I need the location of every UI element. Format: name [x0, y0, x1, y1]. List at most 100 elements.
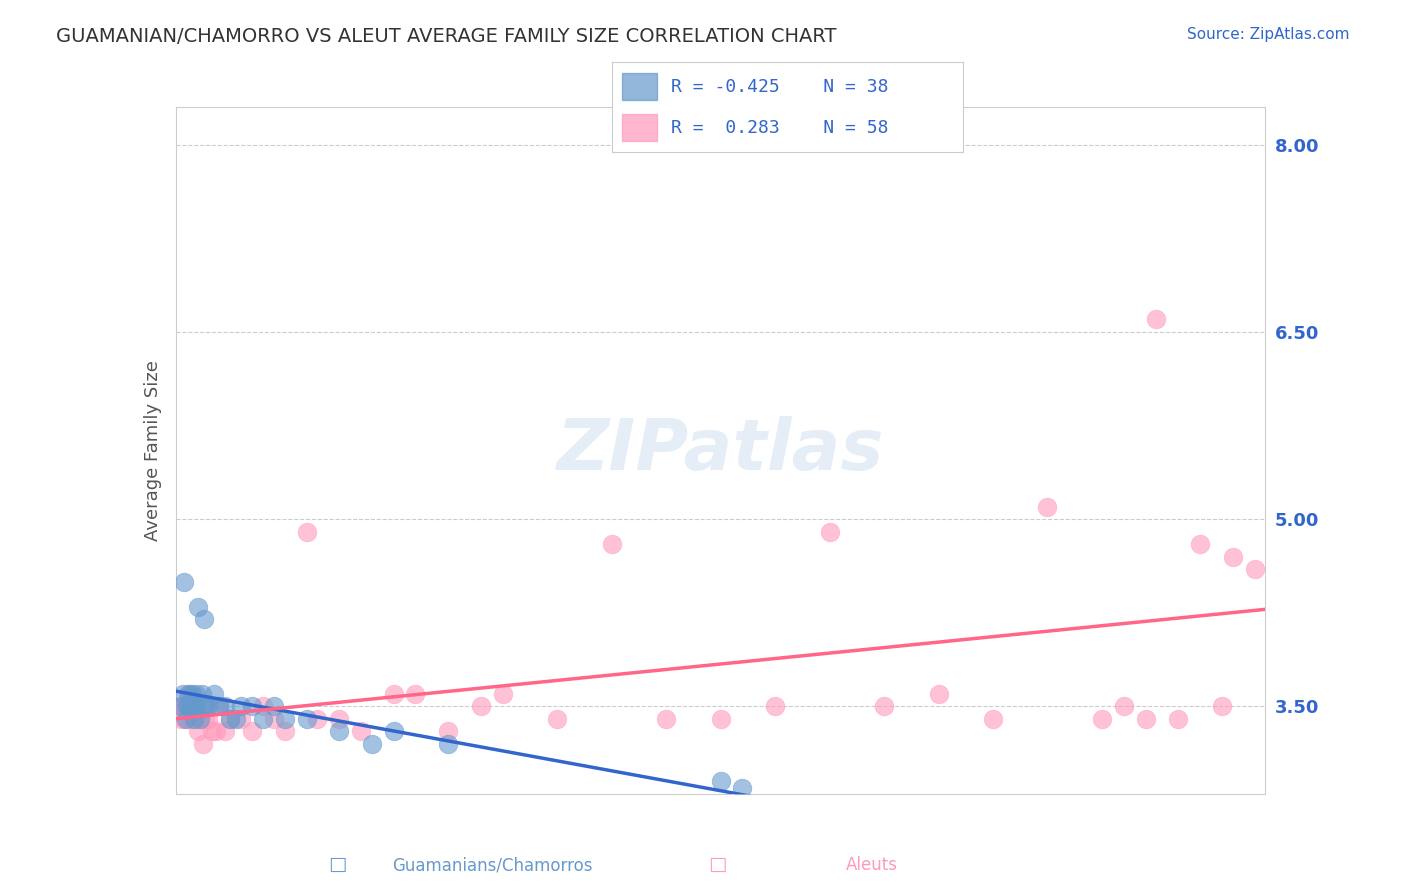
Point — [1144, 312, 1167, 326]
Point — [214, 724, 236, 739]
Point — [1189, 537, 1212, 551]
Point — [328, 724, 350, 739]
Point — [437, 724, 460, 739]
Point — [193, 612, 215, 626]
Point — [328, 712, 350, 726]
Point — [208, 699, 231, 714]
Point — [1211, 699, 1233, 714]
Point — [546, 712, 568, 726]
Point — [188, 712, 211, 726]
Text: ZIPatlas: ZIPatlas — [557, 416, 884, 485]
Point — [295, 712, 318, 726]
Point — [295, 524, 318, 539]
Point — [1112, 699, 1135, 714]
Point — [981, 712, 1004, 726]
Point — [180, 699, 202, 714]
Point — [240, 699, 263, 714]
Point — [177, 687, 200, 701]
Text: R =  0.283    N = 58: R = 0.283 N = 58 — [672, 119, 889, 136]
Point — [437, 737, 460, 751]
Point — [818, 524, 841, 539]
Point — [214, 699, 236, 714]
Point — [170, 699, 193, 714]
Point — [263, 712, 285, 726]
Point — [179, 712, 201, 726]
Text: Aleuts: Aleuts — [846, 856, 897, 874]
Text: Source: ZipAtlas.com: Source: ZipAtlas.com — [1187, 27, 1350, 42]
Point — [710, 712, 733, 726]
Text: R = -0.425    N = 38: R = -0.425 N = 38 — [672, 78, 889, 95]
Point — [173, 712, 195, 726]
Point — [928, 687, 950, 701]
Point — [600, 537, 623, 551]
Point — [184, 712, 207, 726]
Point — [183, 712, 205, 726]
Point — [360, 737, 382, 751]
Point — [231, 712, 253, 726]
Point — [710, 774, 733, 789]
Point — [186, 724, 209, 739]
Point — [191, 699, 214, 714]
Point — [176, 699, 198, 714]
Bar — [621, 73, 657, 100]
Point — [470, 699, 492, 714]
Point — [184, 699, 207, 714]
Point — [179, 699, 201, 714]
Point — [382, 724, 405, 739]
Point — [191, 687, 214, 701]
Point — [186, 699, 208, 714]
Point — [307, 712, 329, 726]
Point — [274, 724, 297, 739]
Point — [170, 712, 193, 726]
Point — [191, 737, 214, 751]
Point — [731, 780, 754, 795]
Point — [763, 699, 786, 714]
Text: □: □ — [707, 855, 727, 874]
Point — [174, 699, 197, 714]
Point — [177, 687, 200, 701]
Point — [1091, 712, 1114, 726]
Point — [194, 712, 217, 726]
Point — [183, 699, 205, 714]
Point — [181, 699, 204, 714]
Bar — [621, 114, 657, 141]
Text: Guamanians/Chamorros: Guamanians/Chamorros — [392, 856, 592, 874]
Point — [180, 699, 202, 714]
Point — [202, 687, 225, 701]
Point — [188, 712, 211, 726]
Point — [205, 724, 228, 739]
Point — [382, 687, 405, 701]
Point — [176, 699, 198, 714]
Point — [195, 699, 218, 714]
Point — [1135, 712, 1157, 726]
Point — [492, 687, 515, 701]
Point — [1243, 562, 1265, 576]
Point — [177, 699, 200, 714]
Point — [1167, 712, 1189, 726]
Point — [1222, 549, 1244, 564]
Point — [172, 699, 194, 714]
Point — [186, 687, 208, 701]
Point — [172, 699, 194, 714]
Point — [181, 687, 204, 701]
Point — [231, 699, 253, 714]
Point — [240, 724, 263, 739]
Point — [873, 699, 896, 714]
Point — [186, 599, 209, 614]
Point — [1036, 500, 1059, 514]
Point — [655, 712, 678, 726]
Point — [219, 712, 242, 726]
Point — [201, 724, 224, 739]
Y-axis label: Average Family Size: Average Family Size — [143, 360, 162, 541]
Point — [173, 574, 195, 589]
Text: GUAMANIAN/CHAMORRO VS ALEUT AVERAGE FAMILY SIZE CORRELATION CHART: GUAMANIAN/CHAMORRO VS ALEUT AVERAGE FAMI… — [56, 27, 837, 45]
Point — [350, 724, 373, 739]
Point — [197, 712, 219, 726]
Point — [252, 699, 274, 714]
Point — [219, 712, 242, 726]
Point — [225, 712, 247, 726]
Point — [405, 687, 427, 701]
Point — [177, 699, 200, 714]
Point — [263, 699, 285, 714]
Point — [197, 699, 219, 714]
